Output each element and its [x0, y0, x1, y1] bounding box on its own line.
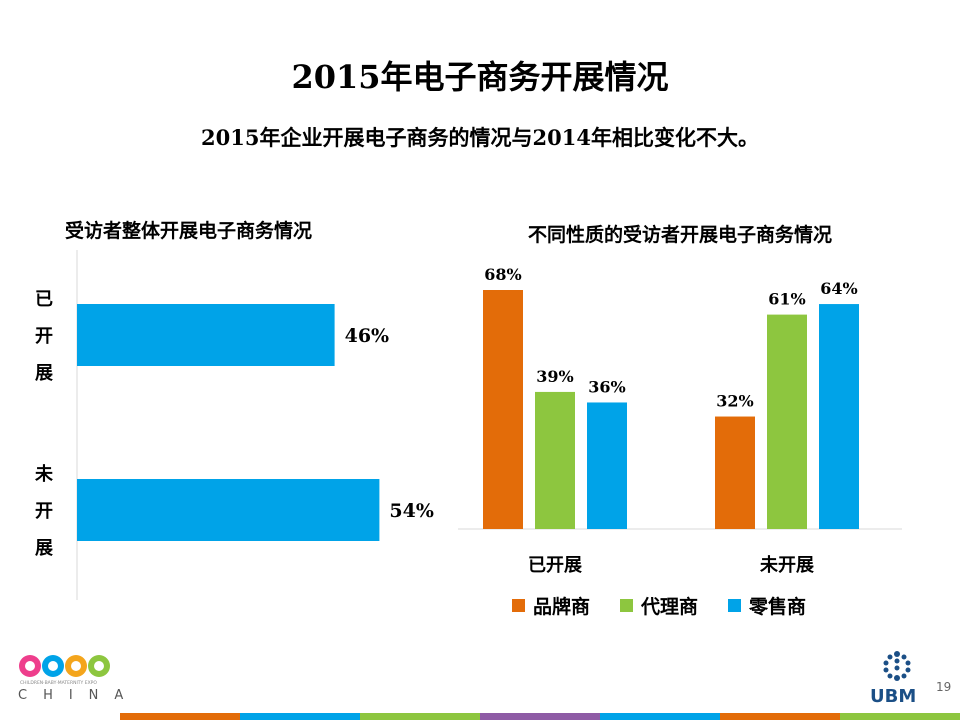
- legend-swatch-retailer: [728, 599, 742, 612]
- data-label: 64%: [820, 279, 857, 298]
- cbme-tagline: CHILDREN·BABY·MATERNITY EXPO: [20, 680, 97, 686]
- category-label: 展: [35, 363, 54, 384]
- legend-label-brand: 品牌商: [533, 596, 591, 618]
- legend-label-agent: 代理商: [641, 596, 699, 618]
- legend-swatch-agent: [620, 599, 634, 612]
- bar: [819, 304, 859, 529]
- data-label: 68%: [484, 265, 521, 284]
- category-label: 已: [35, 289, 53, 310]
- page-number: 19: [936, 680, 952, 694]
- cbme-country: CHINA: [18, 688, 140, 703]
- bottom-color-bar: [120, 713, 960, 720]
- bar: [483, 290, 523, 529]
- bar: [715, 416, 755, 529]
- legend-swatch-brand: [512, 599, 525, 612]
- bar: [587, 402, 627, 529]
- category-label: 开: [35, 501, 53, 522]
- data-label: 36%: [588, 377, 625, 396]
- legend-label-retailer: 零售商: [749, 596, 807, 618]
- legend-item-agent: 代理商: [620, 592, 698, 619]
- data-label: 39%: [536, 367, 573, 386]
- right-chart-title: 不同性质的受访者开展电子商务情况: [528, 224, 833, 246]
- chart-legend: 品牌商 代理商 零售商: [512, 592, 806, 619]
- page-title: 2015年电子商务开展情况: [291, 58, 669, 96]
- ubm-logo-icon: [883, 651, 911, 681]
- category-label: 开: [35, 326, 53, 347]
- data-label: 54%: [389, 500, 434, 522]
- ubm-logo-text: UBM: [870, 686, 917, 707]
- page-subtitle: 2015年企业开展电子商务的情况与2014年相比变化不大。: [201, 125, 759, 150]
- legend-item-brand: 品牌商: [512, 592, 590, 619]
- data-label: 61%: [768, 290, 805, 309]
- bar: [77, 479, 380, 541]
- data-label: 46%: [345, 325, 390, 347]
- x-tick-label: 未开展: [760, 555, 815, 576]
- category-label: 未: [35, 464, 54, 485]
- bar: [767, 314, 807, 529]
- grouped-bar-chart: 68% 39% 36% 已开展 32% 61% 64% 未开展: [458, 265, 902, 576]
- category-label: 展: [35, 538, 54, 559]
- x-tick-label: 已开展: [528, 555, 583, 576]
- bar: [535, 391, 575, 529]
- bar: [77, 304, 335, 366]
- left-chart-title: 受访者整体开展电子商务情况: [65, 220, 313, 242]
- legend-item-retailer: 零售商: [728, 592, 806, 619]
- data-label: 32%: [716, 392, 753, 411]
- cbme-logo: CHILDREN·BABY·MATERNITY EXPO: [19, 655, 110, 686]
